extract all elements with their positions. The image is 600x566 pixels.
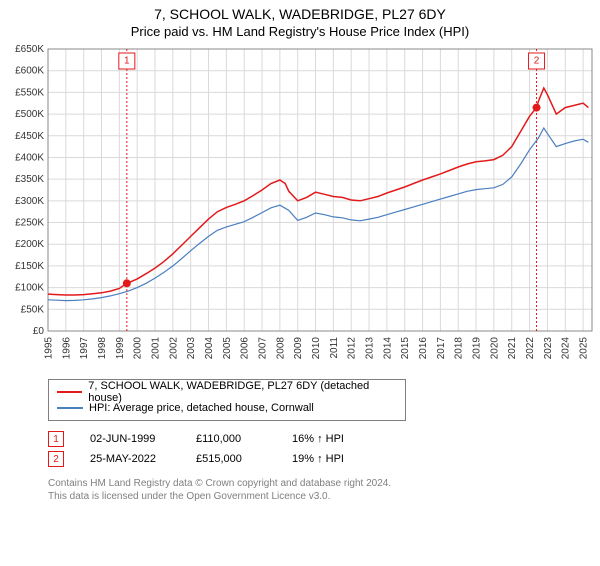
svg-text:1997: 1997 (79, 337, 90, 360)
txn-price: £110,000 (196, 433, 266, 445)
svg-text:£650K: £650K (15, 44, 44, 55)
svg-text:£100K: £100K (15, 283, 44, 294)
price-chart: £0 £50K £100K £150K £200K £250K £300K £350K £400… (0, 43, 600, 373)
svg-text:1998: 1998 (97, 337, 108, 360)
svg-text:2004: 2004 (204, 337, 215, 360)
table-row: 2 25-MAY-2022 £515,000 19% ↑ HPI (48, 449, 590, 469)
legend-swatch (57, 391, 82, 393)
svg-text:2010: 2010 (311, 337, 322, 360)
svg-text:1999: 1999 (115, 337, 126, 360)
page-subtitle: Price paid vs. HM Land Registry's House … (0, 24, 600, 39)
svg-text:2002: 2002 (168, 337, 179, 360)
svg-text:£0: £0 (33, 326, 45, 337)
txn-marker: 2 (48, 451, 64, 467)
svg-text:2015: 2015 (400, 337, 411, 360)
svg-text:2006: 2006 (240, 337, 251, 360)
svg-text:£550K: £550K (15, 87, 44, 98)
svg-text:2012: 2012 (347, 337, 358, 360)
svg-text:2001: 2001 (151, 337, 162, 360)
svg-text:£350K: £350K (15, 174, 44, 185)
page-title: 7, SCHOOL WALK, WADEBRIDGE, PL27 6DY (0, 6, 600, 22)
legend-label: HPI: Average price, detached house, Corn… (89, 402, 314, 414)
svg-text:£300K: £300K (15, 196, 44, 207)
legend: 7, SCHOOL WALK, WADEBRIDGE, PL27 6DY (de… (48, 379, 406, 421)
svg-text:2020: 2020 (489, 337, 500, 360)
svg-text:2023: 2023 (543, 337, 554, 360)
svg-text:1996: 1996 (61, 337, 72, 360)
svg-text:1995: 1995 (44, 337, 55, 360)
txn-hpi: 19% ↑ HPI (292, 453, 372, 465)
svg-text:2022: 2022 (525, 337, 536, 360)
svg-text:£250K: £250K (15, 218, 44, 229)
legend-label: 7, SCHOOL WALK, WADEBRIDGE, PL27 6DY (de… (88, 380, 397, 404)
svg-text:2017: 2017 (436, 337, 447, 360)
svg-text:1: 1 (124, 56, 130, 67)
svg-text:2025: 2025 (579, 337, 590, 360)
svg-text:£500K: £500K (15, 109, 44, 120)
svg-text:£50K: £50K (21, 304, 45, 315)
svg-text:2014: 2014 (382, 337, 393, 360)
svg-text:2011: 2011 (329, 337, 340, 359)
svg-text:£600K: £600K (15, 66, 44, 77)
txn-date: 25-MAY-2022 (90, 453, 170, 465)
svg-text:2016: 2016 (418, 337, 429, 360)
svg-text:2019: 2019 (472, 337, 483, 360)
svg-text:£450K: £450K (15, 131, 44, 142)
svg-text:2008: 2008 (275, 337, 286, 360)
svg-text:2024: 2024 (561, 337, 572, 360)
footer-line: Contains HM Land Registry data © Crown c… (48, 477, 590, 490)
svg-text:2003: 2003 (186, 337, 197, 360)
legend-swatch (57, 407, 83, 409)
svg-text:2007: 2007 (258, 337, 269, 360)
footer: Contains HM Land Registry data © Crown c… (48, 477, 590, 503)
svg-text:£400K: £400K (15, 152, 44, 163)
txn-price: £515,000 (196, 453, 266, 465)
txn-hpi: 16% ↑ HPI (292, 433, 372, 445)
footer-line: This data is licensed under the Open Gov… (48, 490, 590, 503)
txn-marker: 1 (48, 431, 64, 447)
table-row: 1 02-JUN-1999 £110,000 16% ↑ HPI (48, 429, 590, 449)
svg-text:2005: 2005 (222, 337, 233, 360)
svg-text:2000: 2000 (133, 337, 144, 360)
svg-text:2009: 2009 (293, 337, 304, 360)
svg-text:£150K: £150K (15, 261, 44, 272)
transactions-table: 1 02-JUN-1999 £110,000 16% ↑ HPI 2 25-MA… (48, 429, 590, 469)
svg-text:2018: 2018 (454, 337, 465, 360)
svg-text:2021: 2021 (507, 337, 518, 360)
svg-text:£200K: £200K (15, 239, 44, 250)
txn-date: 02-JUN-1999 (90, 433, 170, 445)
svg-text:2013: 2013 (365, 337, 376, 360)
svg-text:2: 2 (534, 56, 540, 67)
legend-row: 7, SCHOOL WALK, WADEBRIDGE, PL27 6DY (de… (57, 384, 397, 400)
